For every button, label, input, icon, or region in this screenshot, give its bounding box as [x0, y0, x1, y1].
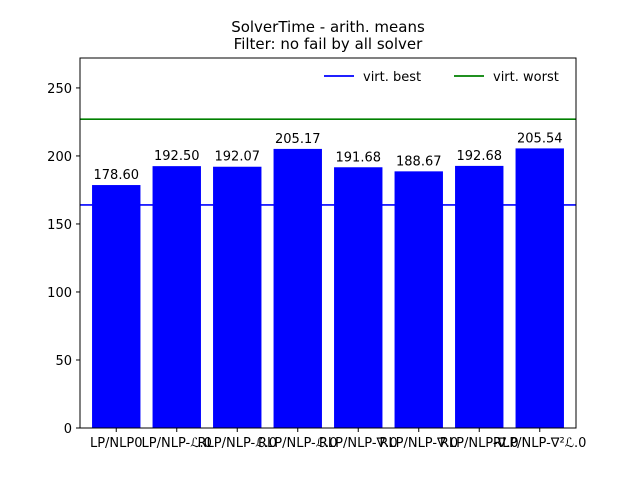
bar-value-label: 192.50 [154, 149, 200, 164]
bar-value-label: 205.17 [275, 132, 321, 147]
y-tick-label: 250 [47, 82, 72, 97]
plot-frame [79, 57, 577, 429]
bar-value-label: 191.68 [336, 150, 382, 165]
bars-group [92, 148, 564, 429]
y-tick-label: 0 [64, 422, 72, 437]
y-tick-label: 150 [47, 218, 72, 233]
x-tick-label: RLP/NLP-∇.0 [379, 436, 458, 451]
legend: virt. best virt. worst [324, 70, 559, 85]
y-tick-label: 100 [47, 286, 72, 301]
chart-subtitle: Filter: no fail by all solver [234, 35, 423, 53]
x-tick-label: RLP/NLP-ℒ.0 [198, 436, 277, 451]
chart-title: SolverTime - arith. means [231, 18, 425, 36]
bar [213, 166, 262, 428]
legend-label: virt. best [363, 70, 421, 85]
bar [92, 185, 141, 428]
x-tick-label: RLP/NLP-∇.0 [440, 436, 519, 451]
y-tick-label: 50 [55, 354, 72, 369]
bar [394, 171, 443, 428]
x-tick-label: LP/NLP-ℒ.0 [142, 436, 212, 451]
x-axis: LP/NLP0 LP/NLP-ℒ.0RLP/NLP-ℒ.0RLP/NLP-ℒ.0R… [90, 428, 586, 451]
bar [334, 167, 383, 428]
x-tick-label: RLP/NLP-ℒ.0 [258, 436, 337, 451]
bar [152, 166, 201, 429]
x-tick-label: LP/NLP0 [90, 436, 143, 451]
reference-lines-group [80, 118, 576, 206]
bar-value-label: 188.67 [396, 154, 442, 169]
bar-labels-group: 178.60 192.50 192.07 205.17 191.68 188.67 192.… [94, 131, 563, 183]
bar [455, 165, 504, 428]
bar-value-label: 192.68 [457, 149, 503, 164]
x-tick-label: RLP/NLP-∇²ℒ.0 [493, 436, 586, 451]
bar-value-label: 178.60 [94, 168, 140, 183]
bar [515, 148, 564, 428]
legend-label: virt. worst [493, 70, 559, 85]
y-tick-label: 200 [47, 150, 72, 165]
bar-value-label: 192.07 [215, 150, 261, 165]
y-axis: 0 50 100 150 200 250 [47, 82, 80, 437]
bar-value-label: 205.54 [517, 131, 563, 146]
x-tick-label: RLP/NLP-∇.0 [319, 436, 398, 451]
bar [273, 148, 322, 429]
